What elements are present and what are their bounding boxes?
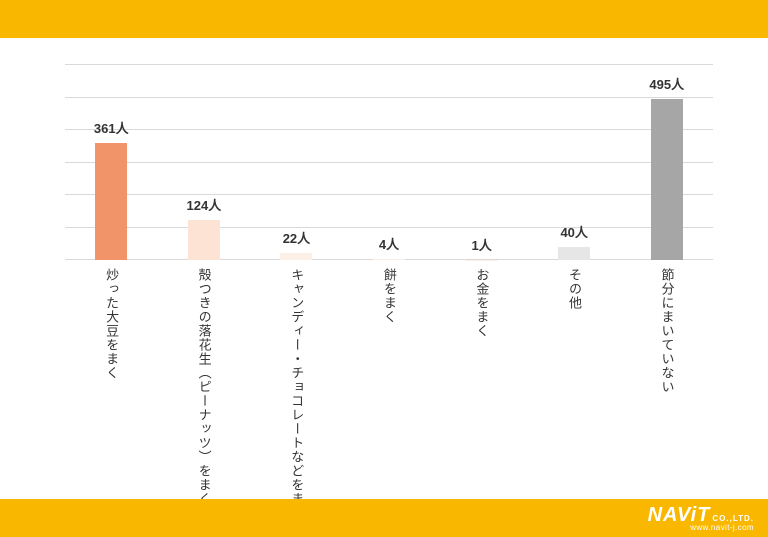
logo-suffix: CO.,LTD.	[712, 515, 754, 523]
bar-value-label: 40人	[560, 222, 587, 241]
bar	[651, 99, 683, 260]
bar-value-label: 361人	[94, 118, 129, 137]
bar-chart: 361人 124人 22人 4人 1人 40人 495人	[65, 65, 713, 260]
logo-name: NAViT	[648, 505, 711, 525]
x-label-column: 殻つきの落花生（ピーナッツ）をまく	[158, 268, 251, 520]
x-label-column: お金をまく	[435, 268, 528, 520]
x-label-column: 炒った大豆をまく	[65, 268, 158, 520]
x-category-label: お金をまく	[474, 268, 490, 520]
bars-container: 361人 124人 22人 4人 1人 40人 495人	[65, 65, 713, 260]
bar	[373, 259, 405, 260]
bar	[280, 253, 312, 260]
bar	[558, 247, 590, 260]
logo: NAViT CO.,LTD. www.navit-j.com	[648, 505, 754, 532]
bar-value-label: 124人	[187, 195, 222, 214]
bar-column: 1人	[435, 65, 528, 260]
x-category-label: 餅をまく	[381, 268, 397, 520]
x-category-label: 殻つきの落花生（ピーナッツ）をまく	[196, 268, 212, 520]
x-category-label: キャンディー・チョコレートなどをまく	[289, 268, 305, 520]
bar	[188, 220, 220, 260]
x-label-column: キャンディー・チョコレートなどをまく	[250, 268, 343, 520]
bar-column: 495人	[620, 65, 713, 260]
bar-value-label: 22人	[283, 228, 310, 247]
x-label-column: 節分にまいていない	[620, 268, 713, 520]
x-axis-labels: 炒った大豆をまく 殻つきの落花生（ピーナッツ）をまく キャンディー・チョコレートなど…	[65, 268, 713, 520]
x-category-label: 炒った大豆をまく	[103, 268, 119, 520]
bottom-band: NAViT CO.,LTD. www.navit-j.com	[0, 499, 768, 537]
bar-value-label: 495人	[649, 74, 684, 93]
x-category-label: その他	[566, 268, 582, 520]
bar-column: 4人	[343, 65, 436, 260]
logo-text: NAViT CO.,LTD.	[648, 505, 754, 525]
x-category-label: 節分にまいていない	[659, 268, 675, 520]
bar-column: 124人	[158, 65, 251, 260]
x-label-column: その他	[528, 268, 621, 520]
bar-value-label: 4人	[379, 234, 399, 253]
bar-value-label: 1人	[471, 235, 491, 254]
bar-column: 22人	[250, 65, 343, 260]
logo-url: www.navit-j.com	[690, 524, 754, 532]
bar-column: 361人	[65, 65, 158, 260]
top-band	[0, 0, 768, 38]
bar	[95, 143, 127, 260]
bar-column: 40人	[528, 65, 621, 260]
x-label-column: 餅をまく	[343, 268, 436, 520]
